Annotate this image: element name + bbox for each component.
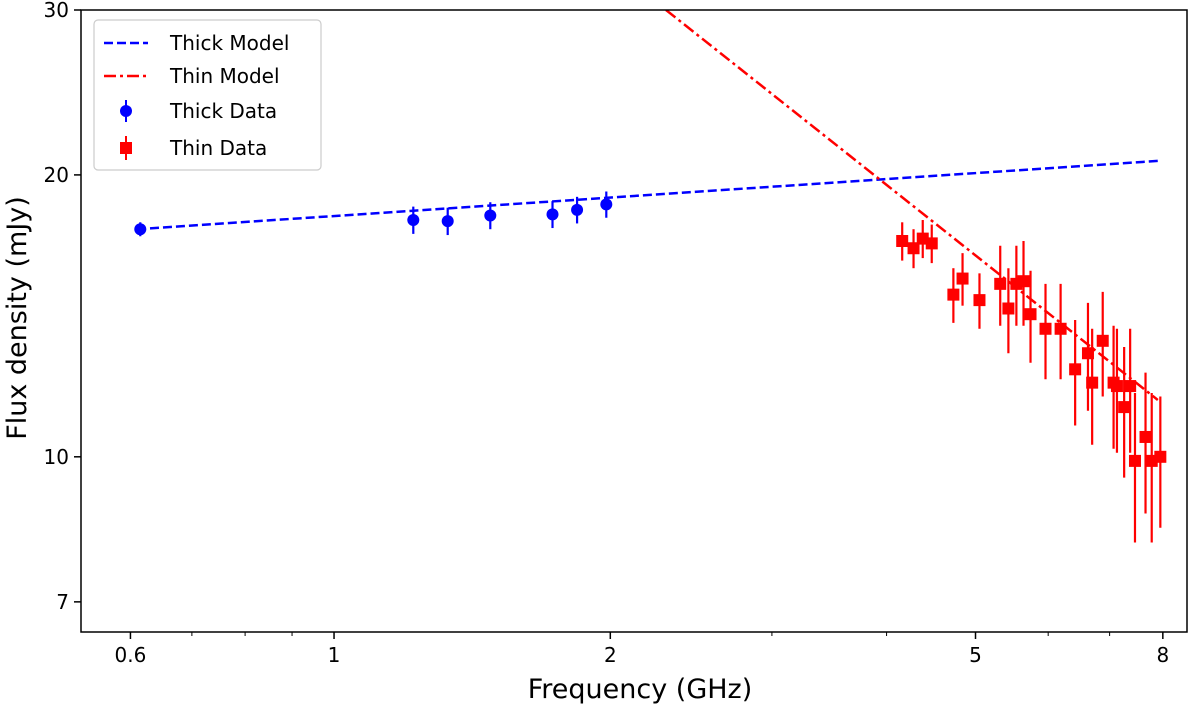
x-tick-label: 8 (1156, 643, 1169, 667)
y-axis-ticks: 7 10 20 30 (44, 0, 81, 614)
thin-data-point (1086, 376, 1099, 389)
thin-data-point (947, 288, 960, 301)
y-axis-label: Flux density (mJy) (2, 196, 33, 440)
thin-data-point (1017, 275, 1030, 288)
thin-data-point (1096, 334, 1109, 347)
plot-area (134, 10, 1167, 543)
thin-data-point (1110, 380, 1123, 393)
thin-data-point (994, 277, 1007, 290)
thin-data-point (896, 234, 909, 247)
x-tick-label: 2 (604, 643, 617, 667)
thin-data-point (956, 272, 969, 285)
thick-data-point (600, 198, 613, 211)
legend-thin-data-label: Thin Data (169, 136, 267, 160)
legend-thin-data-marker (120, 142, 132, 154)
y-tick-label: 10 (44, 445, 69, 469)
thin-data-points (896, 220, 1167, 543)
thin-data-point (1081, 347, 1094, 360)
thin-data-point (907, 242, 920, 255)
thin-data-point (1128, 454, 1141, 467)
y-tick-label: 30 (44, 0, 69, 22)
legend-thick-model-label: Thick Model (169, 31, 289, 55)
thin-data-point (1154, 450, 1167, 463)
thick-data-point (546, 208, 559, 221)
legend-thick-data-marker (120, 105, 132, 117)
thick-data-points (134, 191, 613, 237)
thin-data-point (1139, 430, 1152, 443)
thin-data-point (1069, 363, 1082, 376)
thick-data-point (441, 215, 454, 228)
thick-data-point (484, 209, 497, 222)
thick-data-point (134, 223, 147, 236)
thin-data-point (1039, 322, 1052, 335)
legend-thick-data-label: Thick Data (169, 99, 277, 123)
legend: Thick Model Thin Model Thick Data Thin D… (93, 19, 322, 171)
thick-model-line (136, 159, 1158, 231)
y-tick-label: 20 (44, 163, 69, 187)
thick-data-point (407, 214, 420, 227)
thin-data-point (1118, 401, 1131, 414)
legend-thin-model-label: Thin Model (169, 64, 280, 88)
thin-data-point (1002, 302, 1015, 315)
plot-frame (80, 9, 1188, 633)
thin-data-point (973, 294, 986, 307)
x-axis-label: Frequency (GHz) (528, 674, 753, 704)
thick-data-point (571, 203, 584, 216)
x-tick-label: 1 (328, 643, 341, 667)
legend-box (93, 19, 322, 171)
thin-data-point (925, 237, 938, 250)
thin-data-point (1124, 380, 1137, 393)
x-tick-label: 0.6 (115, 643, 147, 667)
x-tick-label: 5 (969, 643, 982, 667)
y-tick-label: 7 (56, 590, 69, 614)
thin-data-point (1054, 322, 1067, 335)
thin-data-point (1024, 308, 1037, 321)
